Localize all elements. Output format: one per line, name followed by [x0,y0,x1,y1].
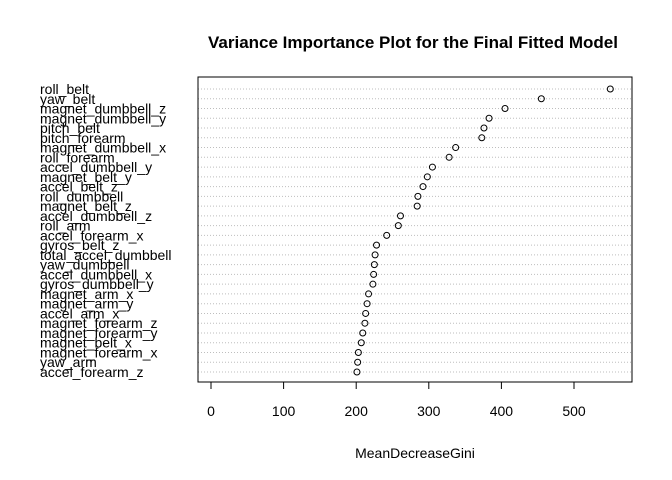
chart-title: Variance Importance Plot for the Final F… [208,33,618,52]
data-point-pitch_forearm [478,134,486,142]
y-tick-label-magnet_belt_y: magnet_belt_y [40,169,132,185]
data-point-yaw_dumbbell [370,261,378,269]
y-tick-label-accel_dumbbell_z: accel_dumbbell_z [40,208,152,224]
data-point-total_accel_dumbbell [371,251,379,259]
x-tick-label-100: 100 [272,403,296,419]
data-point-accel_arm_x [362,309,370,317]
y-tick-labels: roll_beltyaw_beltmagnet_dumbbell_zmagnet… [40,81,172,380]
data-point-accel_dumbbell_z [396,212,404,220]
data-point-magnet_dumbbell_x [452,144,460,152]
y-tick-label-roll_arm: roll_arm [40,218,91,234]
data-point-magnet_dumbbell_y [485,114,493,122]
y-tick-label-magnet_belt_z: magnet_belt_z [40,198,132,214]
y-tick-label-yaw_belt: yaw_belt [40,91,95,107]
y-tick-label-accel_forearm_x: accel_forearm_x [40,227,144,243]
y-tick-label-accel_arm_x: accel_arm_x [40,305,119,321]
x-tick-label-400: 400 [490,403,514,419]
data-point-yaw_belt [537,95,545,103]
x-axis: 0 100 200 300 400 500 [207,381,586,419]
data-point-accel_forearm_x [383,231,391,239]
data-points [353,85,614,376]
y-tick-label-magnet_arm_y: magnet_arm_y [40,296,133,312]
y-tick-label-magnet_dumbbell_z: magnet_dumbbell_z [40,101,166,117]
y-tick-label-roll_forearm: roll_forearm [40,149,115,165]
data-point-gyros_belt_z [373,241,381,249]
y-tick-label-magnet_belt_x: magnet_belt_x [40,335,132,351]
data-point-roll_belt [606,85,614,93]
data-point-roll_dumbbell [414,192,422,200]
data-point-accel_forearm_z [353,368,361,376]
x-tick-label-500: 500 [562,403,586,419]
y-tick-label-accel_forearm_z: accel_forearm_z [40,364,144,380]
x-tick-label-0: 0 [207,403,215,419]
data-point-magnet_forearm_z [361,319,369,327]
data-point-gyros_dumbbell_y [369,280,377,288]
y-tick-label-roll_belt: roll_belt [40,81,89,97]
x-axis-label: MeanDecreaseGini [355,445,475,461]
data-point-accel_dumbbell_x [370,270,378,278]
data-point-magnet_arm_y [363,300,371,308]
data-point-roll_forearm [445,153,453,161]
y-tick-label-gyros_dumbbell_y: gyros_dumbbell_y [40,276,154,292]
y-tick-label-total_accel_dumbbell: total_accel_dumbbell [40,247,172,263]
x-tick-label-200: 200 [345,403,369,419]
data-point-magnet_belt_y [423,173,431,181]
y-tick-label-yaw_dumbbell: yaw_dumbbell [40,257,130,273]
data-point-magnet_arm_x [365,290,373,298]
data-point-magnet_belt_x [357,339,365,347]
data-point-accel_dumbbell_y [428,163,436,171]
y-tick-label-yaw_arm: yaw_arm [40,354,97,370]
data-point-yaw_arm [354,358,362,366]
x-tick-label-300: 300 [417,403,441,419]
y-tick-label-magnet_forearm_x: magnet_forearm_x [40,344,158,360]
data-point-accel_belt_z [419,183,427,191]
y-tick-label-magnet_forearm_y: magnet_forearm_y [40,325,158,341]
data-point-roll_arm [394,222,402,230]
y-tick-label-roll_dumbbell: roll_dumbbell [40,188,123,204]
y-tick-label-accel_belt_z: accel_belt_z [40,179,118,195]
data-point-magnet_forearm_y [359,329,367,337]
y-tick-label-magnet_forearm_z: magnet_forearm_z [40,315,158,331]
plot-frame [197,76,633,383]
data-point-magnet_dumbbell_z [501,105,509,113]
y-tick-label-magnet_dumbbell_y: magnet_dumbbell_y [40,110,166,126]
y-tick-label-magnet_arm_x: magnet_arm_x [40,286,133,302]
y-tick-label-accel_dumbbell_x: accel_dumbbell_x [40,266,152,282]
y-tick-label-magnet_dumbbell_x: magnet_dumbbell_x [40,140,166,156]
data-point-magnet_belt_z [413,202,421,210]
y-tick-label-pitch_forearm: pitch_forearm [40,130,126,146]
y-tick-label-pitch_belt: pitch_belt [40,120,100,136]
guide-lines [198,88,632,373]
y-tick-label-accel_dumbbell_y: accel_dumbbell_y [40,159,152,175]
data-point-magnet_forearm_x [354,348,362,356]
data-point-pitch_belt [480,124,488,132]
y-tick-label-gyros_belt_z: gyros_belt_z [40,237,119,253]
